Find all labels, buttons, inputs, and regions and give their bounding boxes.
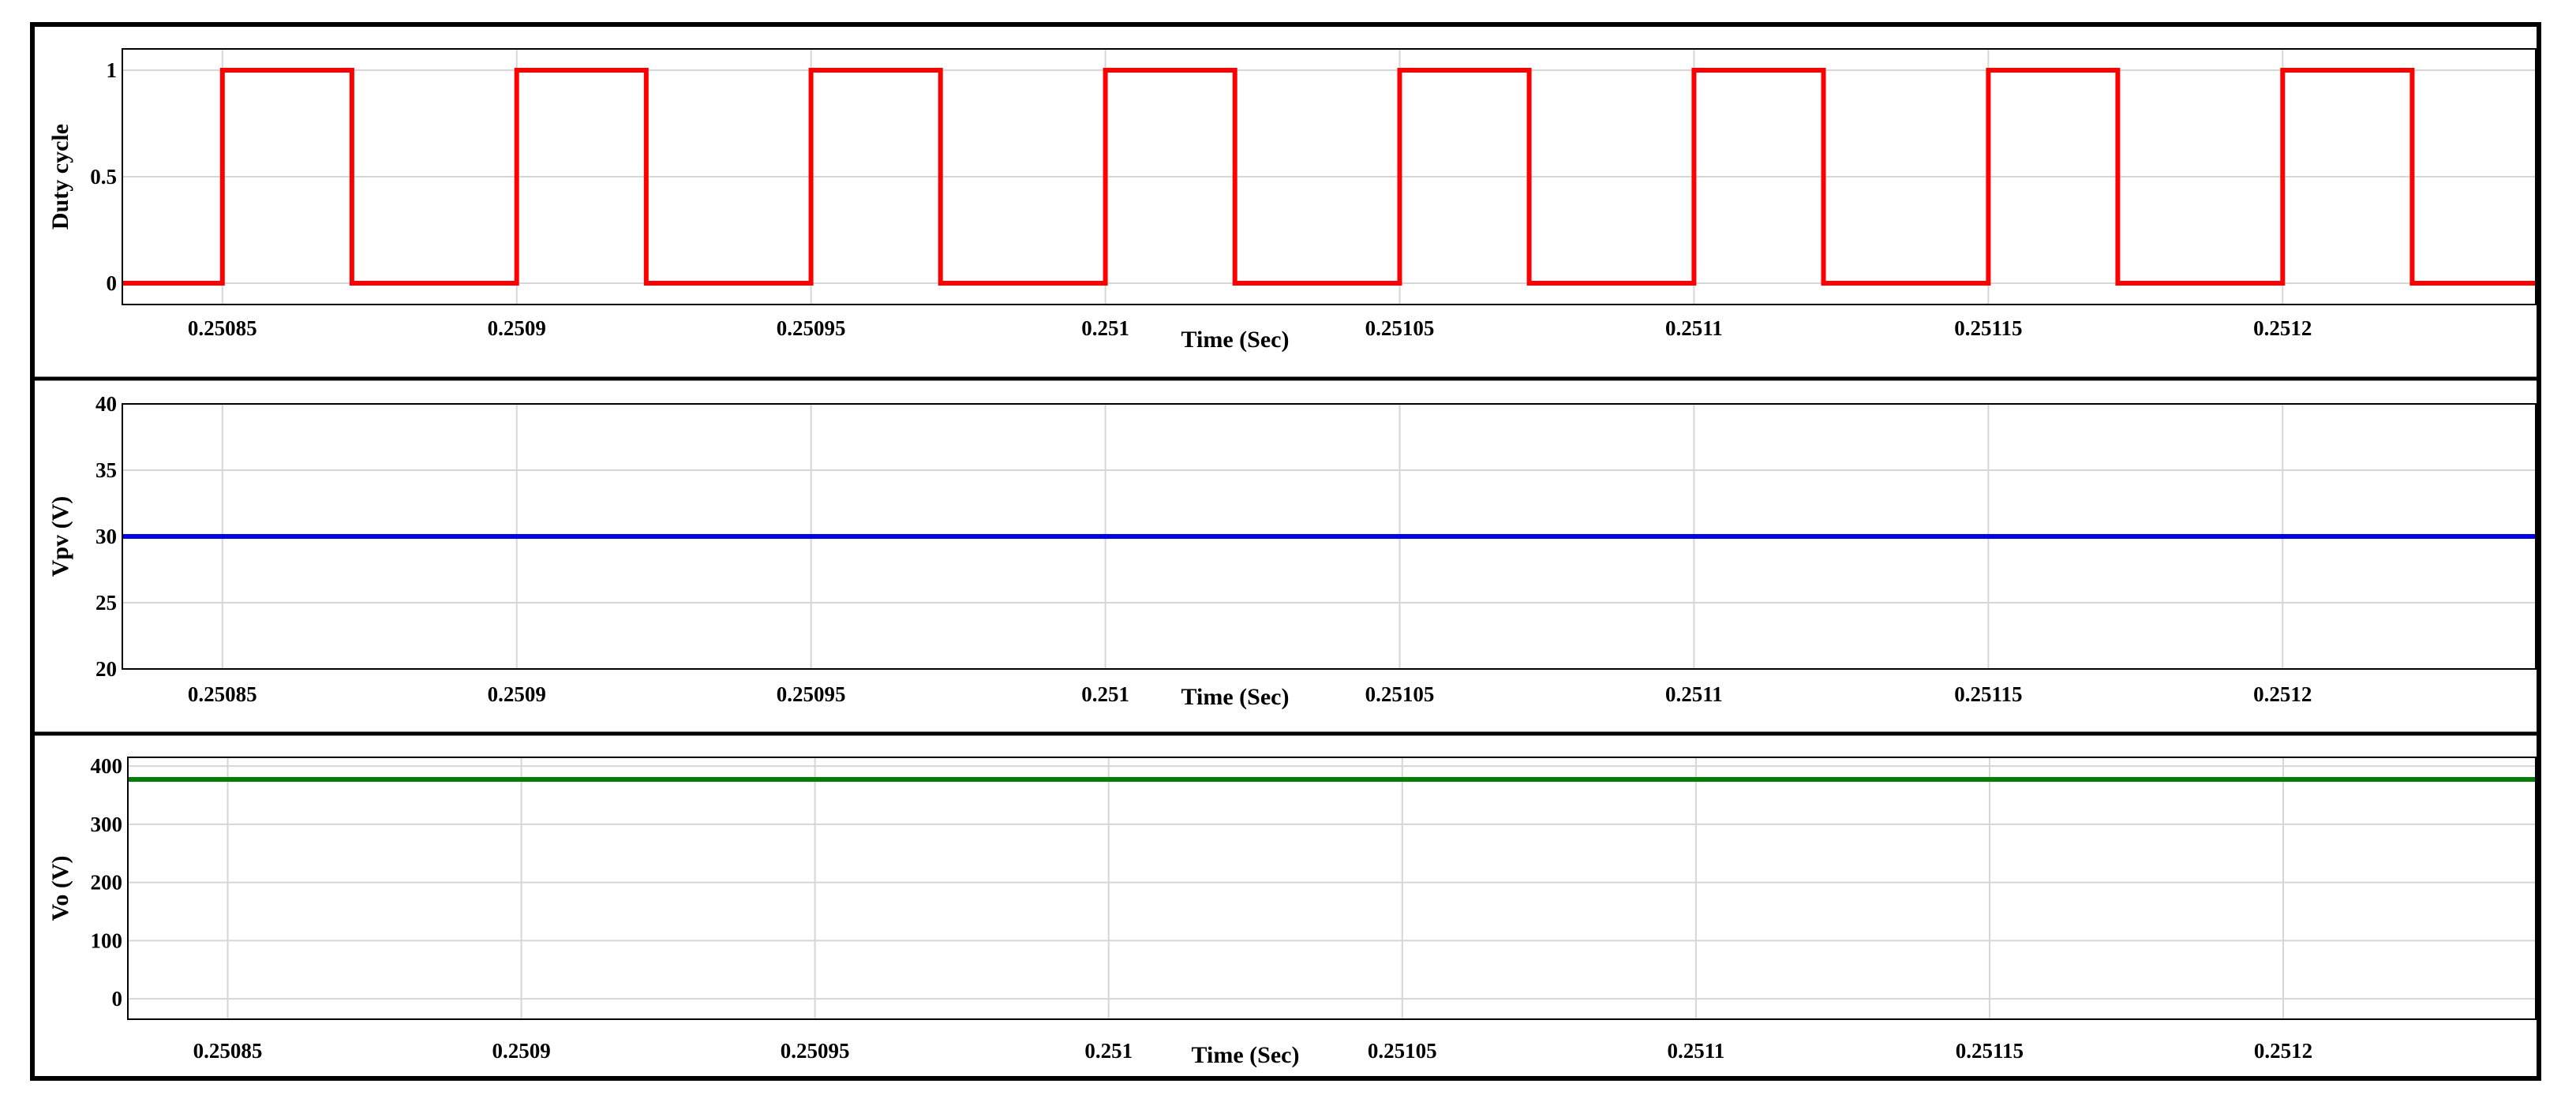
y-tick-label: 100 <box>91 929 123 952</box>
x-tick-labels: 0.25085 0.2509 0.25095 0.251 0.25105 0.2511 0.… <box>188 682 2312 706</box>
x-tick-label: 0.2511 <box>1665 682 1723 706</box>
x-tick-label: 0.2512 <box>2253 316 2312 340</box>
panel-separators <box>32 376 2540 736</box>
y-tick-label: 0 <box>112 987 123 1011</box>
x-tick-label: 0.25105 <box>1365 316 1435 340</box>
x-tick-label: 0.25085 <box>188 316 257 340</box>
x-tick-label: 0.2509 <box>492 1039 550 1063</box>
x-tick-label: 0.25085 <box>188 682 257 706</box>
x-tick-label: 0.251 <box>1084 1039 1133 1063</box>
y-axis-label: Vo (V) <box>47 855 73 921</box>
plot-frame <box>127 757 2537 1020</box>
x-tick-label: 0.2509 <box>488 682 546 706</box>
x-tick-label: 0.2509 <box>488 316 546 340</box>
y-axis-label: Vpv (V) <box>47 496 73 577</box>
grid <box>128 757 2536 1019</box>
x-tick-label: 0.2511 <box>1667 1039 1724 1063</box>
x-tick-label: 0.25095 <box>777 316 846 340</box>
y-tick-label: 300 <box>91 813 123 836</box>
series-line <box>122 68 2536 286</box>
y-tick-label: 1 <box>107 58 118 82</box>
x-axis-label: Time (Sec) <box>1181 684 1290 710</box>
duty-cycle-panel: 00.51 0.25085 0.2509 0.25095 0.251 0.25105 0.… <box>47 48 2537 353</box>
plot-frame <box>122 403 2537 670</box>
y-tick-label: 0 <box>107 271 118 295</box>
x-tick-label: 0.2512 <box>2254 1039 2312 1063</box>
x-tick-label: 0.2512 <box>2253 682 2312 706</box>
y-tick-label: 20 <box>95 657 117 681</box>
x-tick-label: 0.25095 <box>777 682 846 706</box>
series <box>122 68 2536 286</box>
x-tick-labels: 0.25085 0.2509 0.25095 0.251 0.25105 0.2511 0.… <box>193 1039 2313 1063</box>
y-tick-label: 35 <box>95 458 117 482</box>
y-tick-label: 400 <box>91 754 123 778</box>
x-tick-label: 0.25115 <box>1956 1039 2024 1063</box>
x-tick-label: 0.25115 <box>1954 682 2022 706</box>
plot-frame <box>122 48 2537 305</box>
y-tick-labels: 00.51 <box>90 58 117 295</box>
x-tick-label: 0.251 <box>1081 682 1129 706</box>
x-tick-labels: 0.25085 0.2509 0.25095 0.251 0.25105 0.2511 0.… <box>188 316 2312 340</box>
x-tick-label: 0.251 <box>1081 316 1129 340</box>
x-tick-label: 0.25115 <box>1954 316 2022 340</box>
y-tick-label: 25 <box>95 591 117 615</box>
y-tick-label: 40 <box>95 392 117 416</box>
x-tick-label: 0.25105 <box>1368 1039 1437 1063</box>
x-axis-label: Time (Sec) <box>1181 327 1290 353</box>
x-axis-label: Time (Sec) <box>1192 1042 1300 1068</box>
x-tick-label: 0.25095 <box>781 1039 850 1063</box>
y-tick-labels: 0 100 200 300 400 <box>91 754 123 1011</box>
y-tick-label: 200 <box>91 871 123 895</box>
y-tick-label: 0.5 <box>90 165 117 189</box>
y-tick-labels: 20 25 30 35 40 <box>95 392 117 681</box>
y-tick-label: 30 <box>95 525 117 548</box>
y-axis-label: Duty cycle <box>47 124 73 230</box>
x-tick-label: 0.2511 <box>1665 316 1723 340</box>
x-tick-label: 0.25105 <box>1365 682 1435 706</box>
x-tick-label: 0.25085 <box>193 1039 263 1063</box>
